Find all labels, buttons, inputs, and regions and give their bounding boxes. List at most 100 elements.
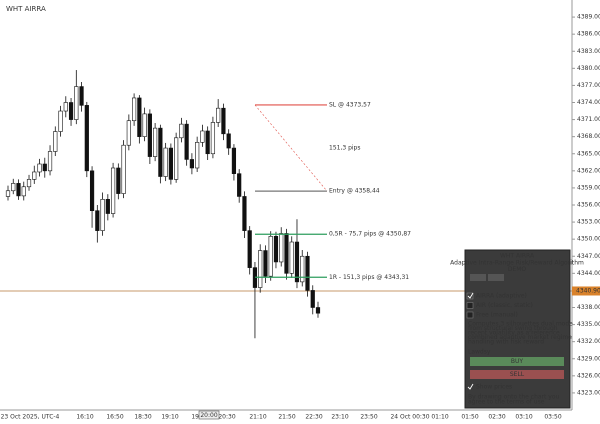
panel-badge: DEMO xyxy=(508,266,527,273)
candle-body xyxy=(231,147,237,174)
y-tick-label: 4347.00 xyxy=(577,253,600,260)
x-tick-label: 18:30 xyxy=(134,414,151,421)
candle-body xyxy=(153,127,158,157)
option-label[interactable]: AIRRA (adaptive) xyxy=(476,293,527,300)
y-tick-label: 4329.00 xyxy=(577,355,600,362)
option-label[interactable]: AIR (classic, static) xyxy=(476,302,533,309)
y-tick-label: 4338.00 xyxy=(577,304,600,311)
x-tick-label: 22:30 xyxy=(305,414,322,421)
candle-body xyxy=(147,113,152,157)
level-label: 1R - 151,3 pips @ 4343,31 xyxy=(329,274,409,281)
sell-button[interactable] xyxy=(470,370,564,379)
y-tick-label: 4386.00 xyxy=(577,31,600,38)
show-prices[interactable]: Show prices xyxy=(476,384,512,391)
candle-body xyxy=(21,186,26,197)
candle-body xyxy=(195,142,200,169)
candle-body xyxy=(95,210,100,231)
candle-body xyxy=(158,127,163,177)
candle-body xyxy=(84,105,89,172)
candle-body xyxy=(279,233,284,263)
candle-body xyxy=(37,163,42,173)
candle-body xyxy=(137,97,142,137)
candle-body xyxy=(294,241,300,283)
candle-body xyxy=(200,130,205,143)
level-label: 0,5R - 75,7 pips @ 4350,87 xyxy=(329,231,411,238)
candle-body xyxy=(79,86,84,106)
current-price-label: 4340.90 xyxy=(576,287,600,294)
candle-body xyxy=(11,183,16,192)
candle-body xyxy=(58,110,63,132)
candle-body xyxy=(47,151,53,172)
crosshair-time-box xyxy=(198,410,220,420)
x-tick-label: 03:10 xyxy=(515,414,532,421)
candle-body xyxy=(237,173,242,197)
panel-description: from structural swing through xyxy=(468,325,558,332)
x-tick-label: 24 Oct 00:30 xyxy=(390,414,429,421)
y-tick-label: 4389.00 xyxy=(577,14,600,21)
chart-title: WHT AIRRA xyxy=(6,5,46,13)
buy-button[interactable] xyxy=(470,357,564,366)
panel-description: combined adaptive market regime xyxy=(468,334,572,341)
option-checkbox[interactable] xyxy=(466,311,474,319)
y-tick-label: 4353.00 xyxy=(577,219,600,226)
x-tick-label: 16:50 xyxy=(106,414,123,421)
candle-body xyxy=(105,199,110,214)
candle-body xyxy=(315,307,321,314)
y-tick-label: 4356.00 xyxy=(577,202,600,209)
x-tick-label: 01:50 xyxy=(461,414,478,421)
candle-body xyxy=(163,147,168,177)
buy-label[interactable]: BUY xyxy=(511,358,524,365)
level-label: SL @ 4373,57 xyxy=(329,101,371,108)
y-tick-label: 4326.00 xyxy=(577,372,600,379)
y-tick-label: 4350.00 xyxy=(577,236,600,243)
candle-body xyxy=(121,144,126,194)
candle-body xyxy=(26,179,32,188)
candle-body xyxy=(300,255,305,283)
panel-subtitle: Adaptive Intra-Range Risk/Reward Algorit… xyxy=(450,260,584,267)
panel-label: Lawdsy xyxy=(468,349,491,356)
panel-description: Computes 3 silhouettes dual mode xyxy=(468,321,573,328)
option-checkbox[interactable] xyxy=(466,302,474,309)
x-tick-label: 23:50 xyxy=(360,414,377,421)
candle-body xyxy=(247,230,252,268)
sell-label[interactable]: SELL xyxy=(510,371,525,378)
panel-toggle[interactable] xyxy=(470,274,486,281)
panel-footer: agree to the terms of use xyxy=(468,399,545,406)
y-tick-label: 4374.00 xyxy=(577,99,600,106)
y-tick-label: 4371.00 xyxy=(577,116,600,123)
candle-body xyxy=(42,163,47,172)
candle-body xyxy=(226,133,231,149)
y-tick-label: 4368.00 xyxy=(577,133,600,140)
panel-title: WHT AIRRA xyxy=(500,253,535,260)
candle-body xyxy=(116,167,121,194)
candle-body xyxy=(16,183,21,197)
candle-body xyxy=(284,233,289,274)
x-tick-label: 02:30 xyxy=(488,414,505,421)
y-tick-label: 4359.00 xyxy=(577,184,600,191)
candle-body xyxy=(126,120,131,146)
option-label[interactable]: Free (manual) xyxy=(476,312,518,319)
candle-body xyxy=(216,107,221,123)
y-tick-label: 4332.00 xyxy=(577,338,600,345)
candle-body xyxy=(263,250,268,277)
candle-body xyxy=(184,123,189,160)
y-tick-label: 4365.00 xyxy=(577,150,600,157)
risk-label: 151,3 pips xyxy=(329,145,361,152)
y-tick-label: 4362.00 xyxy=(577,167,600,174)
x-tick-label: 16:10 xyxy=(76,414,93,421)
panel-description: handling with risk reward xyxy=(468,339,544,346)
candle-body xyxy=(89,170,95,211)
panel-description: recent volatility as a reference xyxy=(468,330,560,337)
panel-toggle[interactable] xyxy=(488,274,504,281)
candle-body xyxy=(142,113,147,137)
y-tick-label: 4380.00 xyxy=(577,65,600,72)
x-tick-label: 01:10 xyxy=(431,414,448,421)
candle-body xyxy=(53,131,58,152)
candle-body xyxy=(32,171,37,180)
candle-body xyxy=(74,86,79,120)
option-checkbox[interactable] xyxy=(466,292,474,300)
candle-body xyxy=(289,241,294,274)
candle-body xyxy=(242,196,247,231)
